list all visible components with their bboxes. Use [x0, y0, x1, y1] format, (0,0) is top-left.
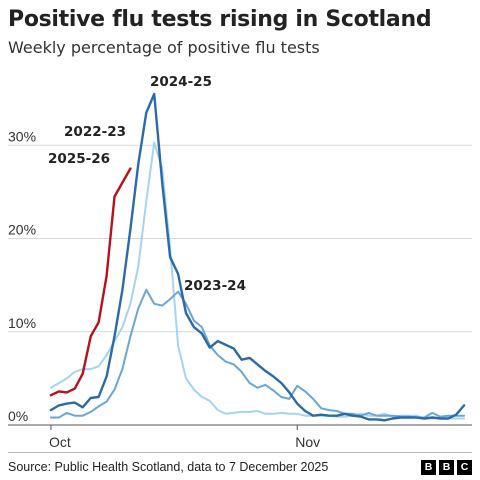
footer-divider — [8, 452, 472, 453]
series-label: 2024-25 — [150, 74, 212, 90]
series-label: 2025-26 — [48, 151, 110, 167]
series-annotations: 2024-25 2022-23 2025-26 2023-24 — [48, 74, 246, 294]
x-tick-label: Oct — [49, 434, 71, 450]
y-tick-labels: 0% 10% 20% 30% — [8, 128, 36, 424]
source-note: Source: Public Health Scotland, data to … — [8, 460, 329, 474]
y-tick-label: 30% — [8, 128, 36, 144]
y-tick-label: 0% — [8, 408, 28, 424]
series-label: 2022-23 — [64, 124, 126, 140]
y-tick-label: 20% — [8, 222, 36, 238]
y-tick-label: 10% — [8, 315, 36, 331]
series-line-2024-25 — [49, 92, 466, 422]
series-label: 2023-24 — [184, 278, 246, 294]
x-tick-labels: Oct Nov — [49, 434, 320, 450]
bbc-logo: B B C — [421, 460, 472, 475]
series-line-2025-26 — [49, 167, 132, 397]
series-line-2022-23 — [49, 141, 466, 420]
series-lines — [49, 92, 466, 422]
chart-subtitle: Weekly percentage of positive flu tests — [8, 38, 320, 57]
bbc-logo-letter: B — [421, 460, 436, 475]
bbc-logo-letter: C — [457, 460, 472, 475]
grid-lines — [8, 144, 472, 430]
flu-line-chart: 0% 10% 20% 30% Oct Nov 2024-25 2022-23 2025-26… — [8, 74, 472, 450]
bbc-logo-letter: B — [439, 460, 454, 475]
series-line-2023-24 — [49, 288, 466, 419]
x-tick-label: Nov — [295, 434, 320, 450]
chart-title: Positive flu tests rising in Scotland — [8, 7, 432, 32]
